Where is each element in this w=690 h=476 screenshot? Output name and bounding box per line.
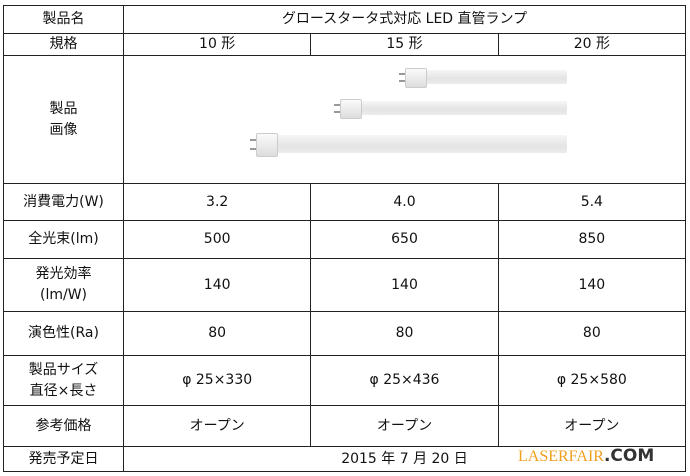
spec-table: 製品名 グロースタータ式対応 LED 直管ランプ 規格 10 形 15 形 20 形 製… [3,5,687,472]
label-line: (lm/W) [39,287,87,303]
label-release: 発売予定日 [3,446,124,472]
release-date: 2015 年 7 月 20 日 [123,446,686,472]
cell: 80 [497,311,687,356]
spec-20: 20 形 [497,33,687,56]
spec-10: 10 形 [122,33,312,56]
watermark-text: LASERFAIR [518,448,604,465]
cell: 650 [310,220,499,259]
cell: 850 [497,220,687,259]
label-line: 画像 [49,121,78,138]
label-line: 製品 [49,100,78,117]
watermark: LASERFAIR.COM [518,446,654,466]
cell: φ 25×330 [122,355,312,406]
product-image [123,55,686,184]
cell: 140 [310,258,499,312]
label-efficiency: 発光効率 (lm/W) [3,258,124,312]
label-name: 製品名 [3,5,124,34]
cell: オープン [122,405,312,447]
label-line: 発光効率 [35,266,92,282]
cell: 500 [122,220,312,259]
tube-10-image [399,68,567,88]
spec-15: 15 形 [310,33,499,56]
cell: 5.4 [497,183,687,221]
watermark-suffix: .COM [603,446,655,466]
cell: 3.2 [122,183,312,221]
label-price: 参考価格 [3,405,124,447]
label-flux: 全光束(lm) [3,220,124,259]
cell: 80 [122,311,312,356]
cell: 4.0 [310,183,499,221]
label-image: 製品 画像 [3,55,124,184]
cell: オープン [310,405,499,447]
label-size: 製品サイズ直径×長さ [3,355,124,406]
label-power: 消費電力(W) [3,183,124,221]
label-line: 製品サイズ [28,361,99,378]
cell: φ 25×436 [310,355,499,406]
label-line: 直径×長さ [29,382,98,399]
cell: φ 25×580 [497,355,687,406]
cell: オープン [497,405,687,447]
cell: 140 [122,258,312,312]
tube-20-image [250,133,567,157]
tube-15-image [334,99,567,119]
cell: 140 [497,258,687,312]
product-name: グロースタータ式対応 LED 直管ランプ [123,5,686,34]
label-spec: 規格 [3,33,124,56]
label-cri: 演色性(Ra) [3,311,124,356]
cell: 80 [310,311,499,356]
